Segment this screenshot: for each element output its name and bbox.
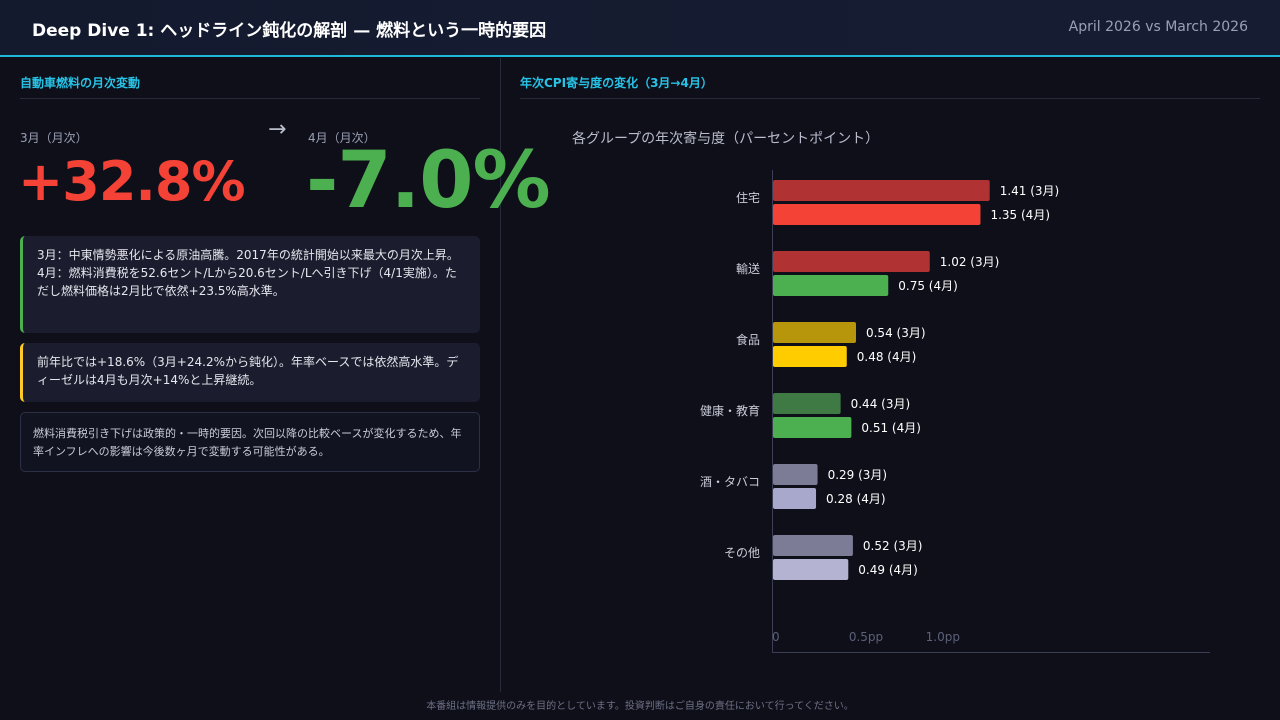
note-march-text: 3月：中東情勢悪化による原油高騰。2017年の統計開始以来最大の月次上昇。 [37,248,459,262]
bar-april [773,488,817,509]
bar-march [773,322,856,343]
bar-value-label: 1.02 (3月) [940,255,1000,269]
category-label: 健康・教育 [700,403,760,418]
bar-value-label: 0.51 (4月) [861,421,921,435]
category-label: 食品 [736,332,760,347]
bar-april [773,204,981,225]
header-bar: Deep Dive 1: ヘッドライン鈍化の解剖 — 燃料という一時的要因 Ap… [0,0,1280,57]
arrow-right-icon: → [268,117,287,142]
bar-value-label: 0.52 (3月) [863,539,923,553]
bar-march [773,464,818,485]
disclaimer-footer: 本番組は情報提供のみを目的としています。投資判断はご自身の責任において行ってくだ… [426,701,854,712]
x-tick-label: 0 [772,630,780,644]
note-april-text: 4月：燃料消費税を52.6セント/Lから20.6セント/Lへ引き下げ（4/1実施… [37,266,457,298]
note-policy-text: 燃料消費税引き下げは政策的・一時的要因。次回以降の比較ベースが変化するため、年率… [33,427,462,458]
bar-march [773,393,841,414]
bar-march [773,251,930,272]
fuel-section-title: 自動車燃料の月次変動 [20,76,141,90]
category-label: 住宅 [736,190,760,205]
bar-april [773,275,889,296]
cpi-contribution-chart: 各グループの年次寄与度（パーセントポイント） 0 0.5pp 1.0pp 住宅 1.41 … [572,130,1210,653]
category-label: 輸送 [736,261,760,276]
x-tick-label: 0.5pp [849,630,883,644]
bar-value-label: 0.54 (3月) [866,326,926,340]
bar-value-label: 0.28 (4月) [826,492,886,506]
note-policy: 燃料消費税引き下げは政策的・一時的要因。次回以降の比較ベースが変化するため、年率… [20,412,480,472]
note-yoy-text: 前年比では+18.6%（3月+24.2%から鈍化）。年率ベースでは依然高水準。デ… [37,355,459,387]
cpi-section-rule [520,98,1260,99]
bar-value-label: 0.49 (4月) [858,563,918,577]
bar-march [773,535,853,556]
kpi-april-label: 4月（月次） [308,131,376,145]
bar-value-label: 1.41 (3月) [1000,184,1060,198]
note-yoy: 前年比では+18.6%（3月+24.2%から鈍化）。年率ベースでは依然高水準。デ… [20,343,480,402]
kpi-march-label: 3月（月次） [20,131,88,145]
note-march-april: 3月：中東情勢悪化による原油高騰。2017年の統計開始以来最大の月次上昇。 4月… [20,236,480,333]
chart-title: 各グループの年次寄与度（パーセントポイント） [572,130,879,147]
category-label: 酒・タバコ [700,475,760,489]
category-label: その他 [724,546,760,560]
column-divider [500,58,501,692]
period-label: April 2026 vs March 2026 [1068,19,1248,35]
fuel-section-rule [20,98,480,99]
cpi-section-title: 年次CPI寄与度の変化（3月→4月） [520,76,713,90]
kpi-april-value: -7.0% [306,136,551,226]
bar-april [773,417,852,438]
bar-value-label: 0.44 (3月) [851,397,911,411]
bar-april [773,559,849,580]
bar-value-label: 0.75 (4月) [898,279,958,293]
x-tick-label: 1.0pp [926,630,960,644]
bar-value-label: 0.48 (4月) [857,350,917,364]
bar-value-label: 1.35 (4月) [990,208,1050,222]
page-title: Deep Dive 1: ヘッドライン鈍化の解剖 — 燃料という一時的要因 [32,21,547,41]
bar-value-label: 0.29 (3月) [828,468,888,482]
kpi-march-value: +32.8% [18,150,246,213]
bar-march [773,180,990,201]
bar-april [773,346,847,367]
